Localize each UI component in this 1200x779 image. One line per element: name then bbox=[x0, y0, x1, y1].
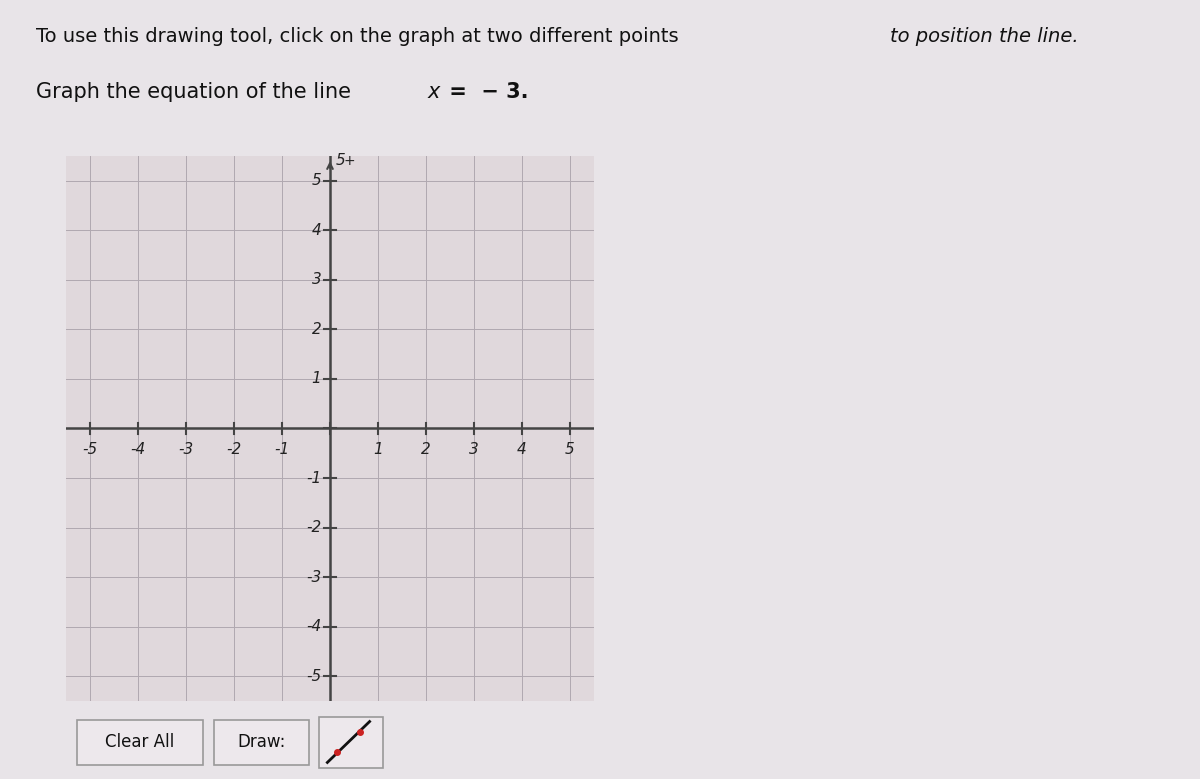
Text: -2: -2 bbox=[306, 520, 322, 535]
Text: -3: -3 bbox=[306, 569, 322, 585]
Text: x: x bbox=[427, 82, 439, 102]
Text: =  − 3.: = − 3. bbox=[442, 82, 528, 102]
Text: Graph the equation of the line: Graph the equation of the line bbox=[36, 82, 358, 102]
FancyBboxPatch shape bbox=[214, 720, 308, 765]
Text: -3: -3 bbox=[179, 442, 193, 457]
Text: To use this drawing tool, click on the graph at two different points: To use this drawing tool, click on the g… bbox=[36, 27, 685, 46]
Text: -2: -2 bbox=[227, 442, 241, 457]
Text: 3: 3 bbox=[312, 272, 322, 287]
Text: -1: -1 bbox=[306, 471, 322, 485]
Text: to position the line.: to position the line. bbox=[890, 27, 1079, 46]
FancyBboxPatch shape bbox=[77, 720, 203, 765]
Text: 5: 5 bbox=[565, 442, 575, 457]
Text: 2: 2 bbox=[421, 442, 431, 457]
Text: 5: 5 bbox=[312, 173, 322, 188]
Text: 5: 5 bbox=[336, 153, 346, 168]
Text: +: + bbox=[343, 154, 355, 168]
Text: 2: 2 bbox=[312, 322, 322, 337]
Text: -4: -4 bbox=[131, 442, 145, 457]
Text: -4: -4 bbox=[306, 619, 322, 634]
Text: -1: -1 bbox=[275, 442, 289, 457]
Text: Clear All: Clear All bbox=[106, 733, 174, 751]
Text: 4: 4 bbox=[517, 442, 527, 457]
Text: -5: -5 bbox=[306, 669, 322, 684]
Text: 3: 3 bbox=[469, 442, 479, 457]
Text: Draw:: Draw: bbox=[238, 733, 286, 751]
Text: 4: 4 bbox=[312, 223, 322, 238]
FancyBboxPatch shape bbox=[319, 717, 383, 768]
Text: 1: 1 bbox=[373, 442, 383, 457]
Text: -5: -5 bbox=[83, 442, 97, 457]
Text: 1: 1 bbox=[312, 372, 322, 386]
